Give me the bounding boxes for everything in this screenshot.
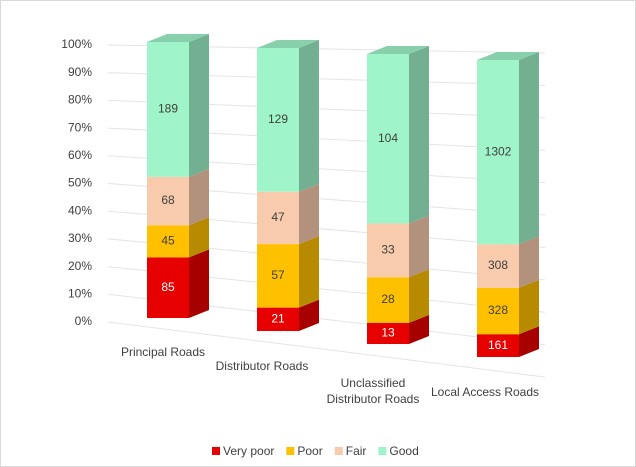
y-tick-label: 50% [68,176,92,190]
bar-front [147,225,189,258]
bar-segment [257,299,319,331]
x-tick-label: Unclassified Distributor Roads [326,376,420,406]
bar-segment [367,269,429,323]
data-label: 47 [271,210,285,224]
bar-side [519,326,539,357]
data-label: 28 [381,292,395,306]
y-tick-label: 90% [68,65,92,79]
data-label: 68 [161,193,175,207]
data-label: 308 [488,258,508,272]
bar-front [367,277,409,323]
bar-front [147,257,189,318]
data-label: 85 [161,280,175,294]
bar-front [367,54,409,224]
data-label: 57 [271,268,285,282]
bar-front [257,244,299,308]
data-label: 104 [378,131,398,145]
legend-label: Fair [346,444,367,458]
bar-segment [477,279,539,335]
grid-line [107,321,546,378]
bar-segment [147,217,209,258]
bar-front [477,287,519,335]
legend-label: Good [389,444,418,458]
bar-segment [257,183,319,245]
bar-segment [477,236,539,288]
bar-side [409,314,429,344]
bar-segment [367,215,429,278]
legend-swatch [286,447,295,455]
bar-top [477,52,539,60]
bar-side [189,168,209,226]
bar-front [257,48,299,192]
bar-side [299,40,319,192]
data-label: 21 [271,311,285,325]
bar-segment [147,249,209,318]
bar-side [519,52,539,245]
bar-top [147,34,209,42]
bar-side [299,236,319,308]
legend-label: Poor [297,444,322,458]
bar-segment [367,314,429,344]
bar-segment [367,46,429,224]
bar-segment [147,168,209,226]
bar-segment [147,34,209,177]
y-tick-label: 40% [68,203,92,217]
bar-segment [257,40,319,192]
bar-side [519,236,539,288]
bar-side [409,46,429,224]
bar-segment [477,326,539,357]
bar-front [257,307,299,331]
y-tick-label: 20% [68,259,92,273]
data-label: 13 [381,326,395,340]
y-tick-label: 10% [68,286,92,300]
bar-front [147,176,189,226]
data-label: 189 [158,102,178,116]
y-tick-label: 100% [61,37,92,51]
bar-side [189,217,209,258]
bar-top [257,40,319,48]
bar-front [477,60,519,245]
y-tick-label: 0% [75,314,93,328]
bar-front [477,244,519,288]
y-tick-label: 70% [68,120,92,134]
data-label: 45 [161,234,175,248]
bar-front [147,42,189,177]
bar-front [367,223,409,278]
bar-front [367,322,409,344]
bar-segment [257,236,319,308]
legend-swatch [212,447,220,455]
data-label: 161 [488,338,508,352]
y-tick-label: 30% [68,231,92,245]
bar-side [189,249,209,318]
bar-segment [477,52,539,245]
y-tick-label: 60% [68,148,92,162]
bar-front [257,191,299,245]
bar-top [367,46,429,54]
bar-side [519,279,539,335]
x-tick-label: Distributor Roads [215,359,309,373]
legend-label: Very poor [223,444,274,458]
bar-front [477,334,519,357]
data-label: 1302 [485,144,512,158]
bar-side [299,183,319,245]
legend-swatch [334,447,343,455]
x-tick-label: Principal Roads [120,345,206,359]
legend-swatch [378,447,387,455]
x-tick-label: Local Access Roads [430,385,540,399]
data-label: 328 [488,303,508,317]
bar-side [189,34,209,177]
bar-side [409,215,429,278]
data-label: 129 [268,112,288,126]
bar-side [409,269,429,323]
bar-side [299,299,319,331]
data-label: 33 [381,242,395,256]
y-tick-label: 80% [68,93,92,107]
